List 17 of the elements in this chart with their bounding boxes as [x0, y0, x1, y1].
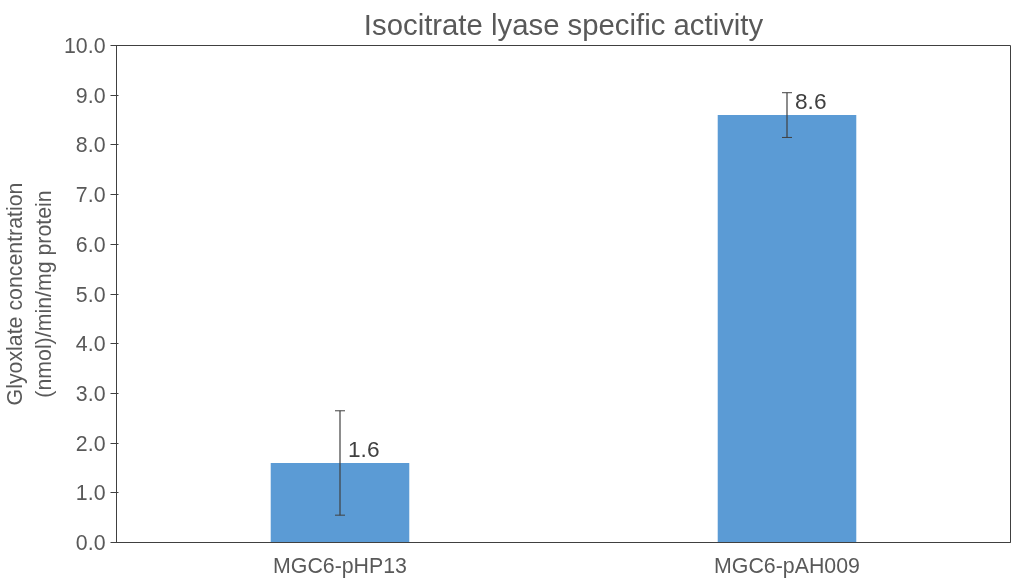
y-tick-label: 9.0	[75, 83, 106, 108]
y-tick-label: 8.0	[75, 133, 106, 158]
data-label: 1.6	[348, 435, 380, 462]
y-tick-label: 4.0	[75, 332, 106, 357]
data-label: 8.6	[795, 88, 827, 115]
y-tick-label: 7.0	[75, 183, 106, 208]
y-tick-label: 0.0	[75, 531, 106, 555]
y-tick-label: 2.0	[75, 431, 106, 456]
y-tick-label: 1.0	[75, 481, 106, 506]
y-tick-label: 10.0	[63, 34, 106, 58]
y-axis-title: Glyoxlate concentration (nmol)/min/mg protein	[3, 182, 56, 406]
y-tick-label: 3.0	[75, 381, 106, 406]
x-tick-label: MGC6-pHP13	[273, 553, 407, 578]
y-tick-label: 6.0	[75, 232, 106, 257]
chart-title: Isocitrate lyase specific activity	[363, 7, 764, 41]
y-tick-label: 5.0	[75, 282, 106, 307]
x-tick-label: MGC6-pAH009	[714, 553, 860, 578]
